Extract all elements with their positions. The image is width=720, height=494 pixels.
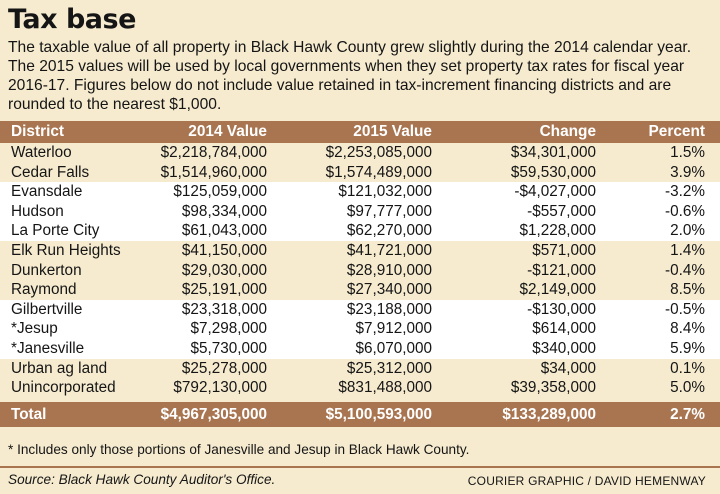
cell-2014-value: $98,334,000 <box>181 202 267 220</box>
cell-change: $614,000 <box>532 320 596 338</box>
cell-district: Urban ag land <box>11 359 108 377</box>
cell-change: $34,000 <box>540 359 596 377</box>
table-row: Unincorporated $792,130,000 $831,488,000 $3… <box>0 378 720 400</box>
source-line: Source: Black Hawk County Auditor's Offi… <box>8 472 276 487</box>
cell-percent: 0.1% <box>670 359 705 377</box>
cell-percent: 8.4% <box>670 320 705 338</box>
cell-2015-value: $831,488,000 <box>338 379 432 397</box>
cell-percent: 1.5% <box>670 144 705 161</box>
cell-2015-value: $6,070,000 <box>355 339 432 357</box>
cell-2014-value: $125,059,000 <box>173 183 267 201</box>
table-row: Gilbertville $23,318,000 $23,188,000 -$130,… <box>0 299 720 320</box>
cell-district: Dunkerton <box>11 261 82 279</box>
cell-district: Raymond <box>11 281 77 299</box>
table-header-row: District 2014 Value 2015 Value Change Pe… <box>0 121 720 143</box>
cell-2015-value: $28,910,000 <box>346 261 432 279</box>
cell-change: -$557,000 <box>527 202 596 220</box>
cell-percent: 1.4% <box>670 241 705 259</box>
cell-2014-value: $41,150,000 <box>181 241 267 259</box>
cell-2014-value: $7,298,000 <box>190 320 267 338</box>
cell-2014-value: $25,191,000 <box>181 281 267 299</box>
graphic-title: Tax base <box>8 4 136 35</box>
cell-2014-value: $23,318,000 <box>181 300 267 318</box>
cell-percent: -3.2% <box>665 183 705 201</box>
cell-2015-value: $41,721,000 <box>346 241 432 259</box>
header-change: Change <box>539 123 596 140</box>
intro-text: The taxable value of all property in Bla… <box>8 39 692 113</box>
cell-district: Elk Run Heights <box>11 241 121 259</box>
cell-percent: 8.5% <box>670 281 705 299</box>
cell-change: $340,000 <box>532 339 596 357</box>
cell-district: Evansdale <box>11 183 83 201</box>
header-percent: Percent <box>648 123 705 140</box>
cell-district: Hudson <box>11 202 64 220</box>
table-row: Urban ag land $25,278,000 $25,312,000 $34,0… <box>0 358 720 379</box>
cell-change: $34,301,000 <box>510 144 596 161</box>
cell-change: -$4,027,000 <box>514 183 596 201</box>
total-2014-value: $4,967,305,000 <box>132 397 267 427</box>
cell-2014-value: $1,514,960,000 <box>160 163 267 181</box>
total-2015-value: $5,100,593,000 <box>267 397 432 427</box>
cell-change: -$121,000 <box>527 261 596 279</box>
total-label: Total <box>0 397 132 427</box>
cell-2015-value: $97,777,000 <box>346 202 432 220</box>
total-change: $133,289,000 <box>432 397 596 427</box>
cell-district: Waterloo <box>11 144 72 161</box>
cell-2014-value: $29,030,000 <box>181 261 267 279</box>
cell-district: Gilbertville <box>11 300 83 318</box>
cell-percent: 5.0% <box>670 379 705 397</box>
cell-change: $1,228,000 <box>519 222 596 240</box>
table-row: Evansdale $125,059,000 $121,032,000 -$4,027… <box>0 182 720 202</box>
cell-2014-value: $25,278,000 <box>181 359 267 377</box>
header-2014-value: 2014 Value <box>188 123 267 140</box>
table-row: Dunkerton $29,030,000 $28,910,000 -$121,000… <box>0 260 720 281</box>
cell-2015-value: $62,270,000 <box>346 222 432 240</box>
divider <box>0 466 720 468</box>
total-percent: 2.7% <box>596 397 705 427</box>
cell-2014-value: $5,730,000 <box>190 339 267 357</box>
cell-2015-value: $23,188,000 <box>346 300 432 318</box>
cell-change: $571,000 <box>532 241 596 259</box>
cell-district: Unincorporated <box>11 379 116 397</box>
table-row: Hudson $98,334,000 $97,777,000 -$557,000 -0.… <box>0 201 720 222</box>
cell-change: -$130,000 <box>527 300 596 318</box>
tax-base-table: District 2014 Value 2015 Value Change Pe… <box>0 121 720 427</box>
cell-district: La Porte City <box>11 222 100 240</box>
cell-2014-value: $61,043,000 <box>181 222 267 240</box>
header-district: District <box>11 123 65 140</box>
table-row: Raymond $25,191,000 $27,340,000 $2,149,000 8… <box>0 280 720 300</box>
cell-district: *Jesup <box>11 320 58 338</box>
cell-district: *Janesville <box>11 339 85 357</box>
header-2015-value: 2015 Value <box>353 123 432 140</box>
total-row: Total $4,967,305,000 $5,100,593,000 $133… <box>0 397 720 427</box>
table-body: Waterloo $2,218,784,000 $2,253,085,000 $34,… <box>0 143 720 400</box>
cell-2015-value: $7,912,000 <box>355 320 432 338</box>
cell-2015-value: $27,340,000 <box>346 281 432 299</box>
cell-change: $2,149,000 <box>519 281 596 299</box>
footnote: * Includes only those portions of Janesv… <box>8 442 470 457</box>
table-row: Elk Run Heights $41,150,000 $41,721,000 $57… <box>0 240 720 261</box>
cell-district: Cedar Falls <box>11 163 90 181</box>
cell-2014-value: $2,218,784,000 <box>160 144 267 161</box>
cell-2015-value: $25,312,000 <box>346 359 432 377</box>
cell-percent: -0.6% <box>665 202 705 220</box>
cell-2015-value: $1,574,489,000 <box>325 163 432 181</box>
cell-change: $39,358,000 <box>510 379 596 397</box>
cell-percent: 3.9% <box>670 163 705 181</box>
table-row: Waterloo $2,218,784,000 $2,253,085,000 $34,… <box>0 143 720 163</box>
cell-2014-value: $792,130,000 <box>173 379 267 397</box>
cell-percent: 2.0% <box>670 222 705 240</box>
table-row: La Porte City $61,043,000 $62,270,000 $1,22… <box>0 221 720 241</box>
table-row: *Jesup $7,298,000 $7,912,000 $614,000 8.4% <box>0 319 720 339</box>
cell-percent: -0.4% <box>665 261 705 279</box>
cell-2015-value: $121,032,000 <box>338 183 432 201</box>
table-row: *Janesville $5,730,000 $6,070,000 $340,000 5… <box>0 338 720 359</box>
cell-percent: -0.5% <box>665 300 705 318</box>
graphic-credit: COURIER GRAPHIC / DAVID HEMENWAY <box>467 474 706 488</box>
cell-percent: 5.9% <box>670 339 705 357</box>
table-row: Cedar Falls $1,514,960,000 $1,574,489,000 $… <box>0 162 720 183</box>
cell-change: $59,530,000 <box>510 163 596 181</box>
cell-2015-value: $2,253,085,000 <box>325 144 432 161</box>
